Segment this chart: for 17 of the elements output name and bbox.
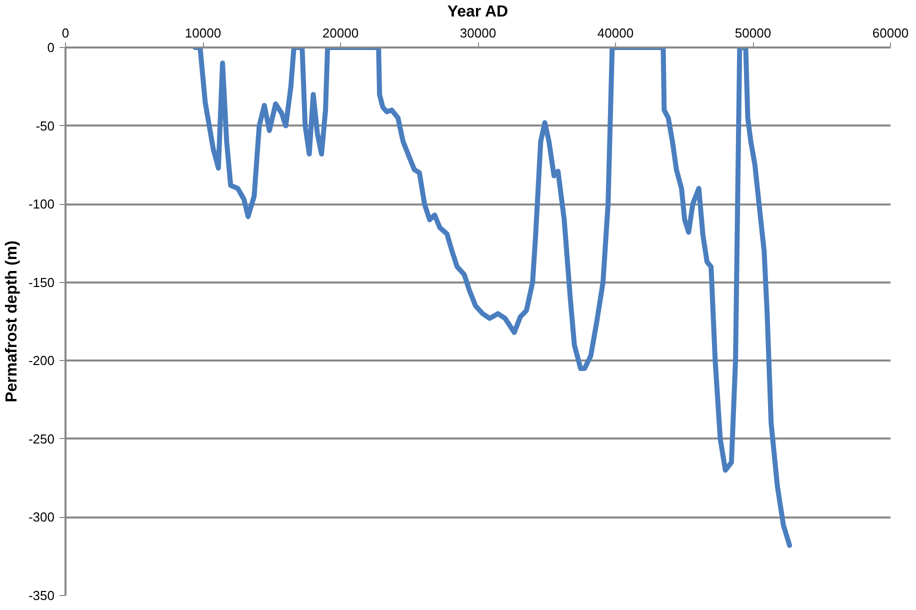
y-tick-label: -300: [28, 510, 55, 525]
y-tick-label: -200: [28, 353, 55, 368]
y-tick-label: -50: [36, 118, 55, 134]
y-tick-label: 0: [47, 40, 55, 55]
x-tick-label: 40000: [597, 26, 634, 40]
x-axis-title: Year AD: [447, 4, 508, 20]
x-tick-label: 20000: [322, 26, 359, 40]
x-tick-label: 10000: [184, 26, 222, 40]
y-axis-title: Permafrost depth (m): [3, 240, 20, 402]
x-tick-label: 50000: [734, 26, 772, 40]
x-tick-label: 0: [62, 26, 70, 40]
x-tick-label: 60000: [872, 26, 909, 40]
x-tick-label: 30000: [460, 26, 496, 40]
y-tick-label: -350: [28, 588, 55, 603]
y-tick-label: -250: [28, 431, 55, 446]
y-tick-label: -100: [28, 196, 55, 212]
y-tick-label: -150: [28, 274, 55, 290]
